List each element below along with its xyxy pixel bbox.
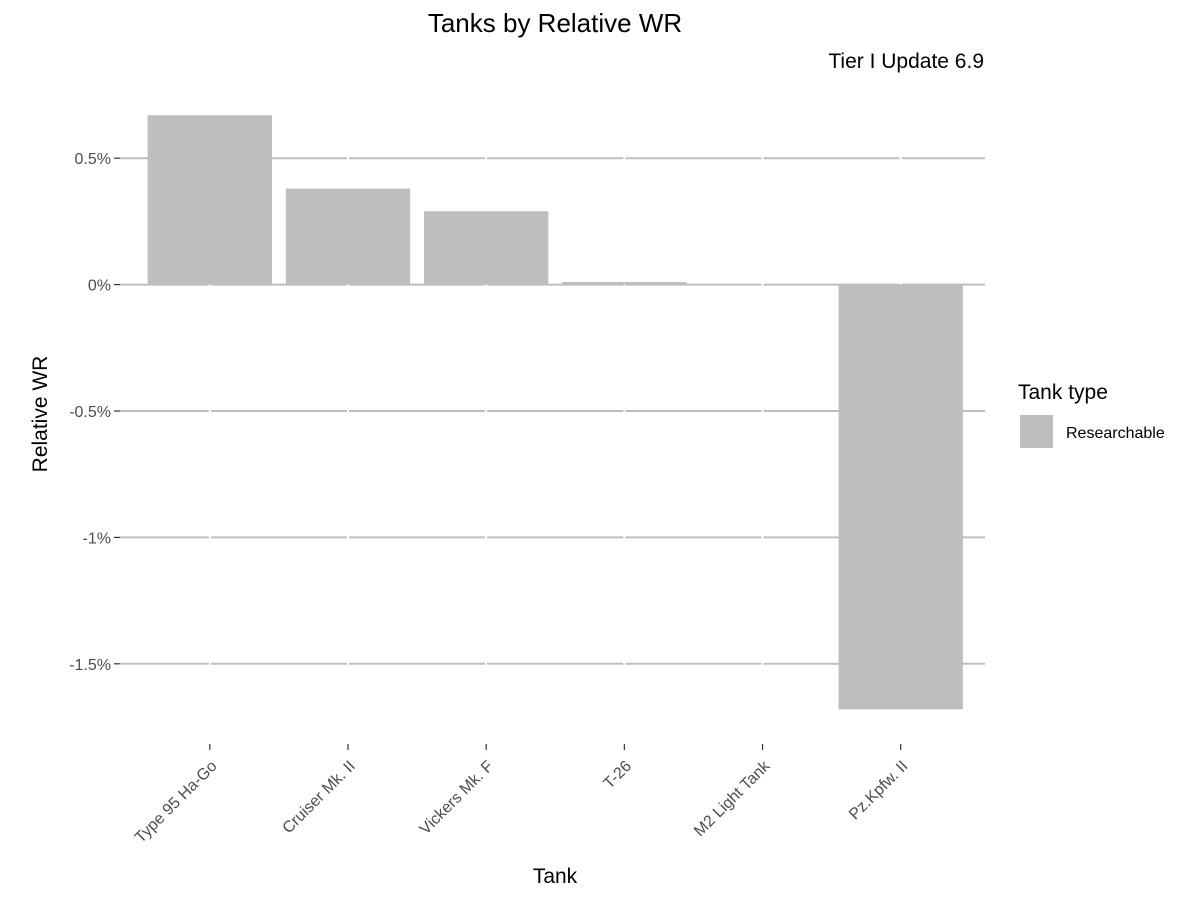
y-tick-label: -0.5% (69, 404, 111, 421)
bar (838, 284, 963, 710)
bar (285, 188, 411, 285)
y-axis-title: Relative WR (29, 356, 52, 473)
x-axis-ticks: Type 95 Ha-Go Cruiser Mk. II Vickers Mk. F… (132, 744, 912, 847)
bar (423, 211, 549, 285)
x-tick-label: M2 Light Tank (691, 757, 774, 840)
y-tick-label: -1% (83, 530, 111, 547)
x-tick-label: T-26 (601, 758, 636, 793)
bars (147, 115, 963, 710)
x-tick-label: Type 95 Ha-Go (132, 758, 221, 847)
legend-label-researchable: Researchable (1066, 425, 1165, 442)
bar (147, 115, 272, 285)
y-tick-label: 0% (88, 278, 111, 295)
chart-title: Tanks by Relative WR (428, 8, 682, 38)
y-tick-label: -1.5% (69, 657, 111, 674)
x-tick-label: Cruiser Mk. II (280, 758, 359, 837)
y-axis-ticks: 0.5% 0% -0.5% -1% -1.5% (69, 151, 120, 674)
x-tick-label: Vickers Mk. F (417, 758, 497, 838)
legend: Tank type Researchable (1018, 381, 1165, 448)
x-axis-title: Tank (533, 865, 578, 888)
x-tick-label: Pz.Kpfw. II (846, 758, 911, 823)
chart-subtitle: Tier I Update 6.9 (828, 50, 984, 73)
legend-title: Tank type (1018, 381, 1108, 404)
legend-swatch-researchable (1020, 415, 1053, 448)
y-tick-label: 0.5% (75, 151, 111, 168)
bar (562, 282, 687, 285)
